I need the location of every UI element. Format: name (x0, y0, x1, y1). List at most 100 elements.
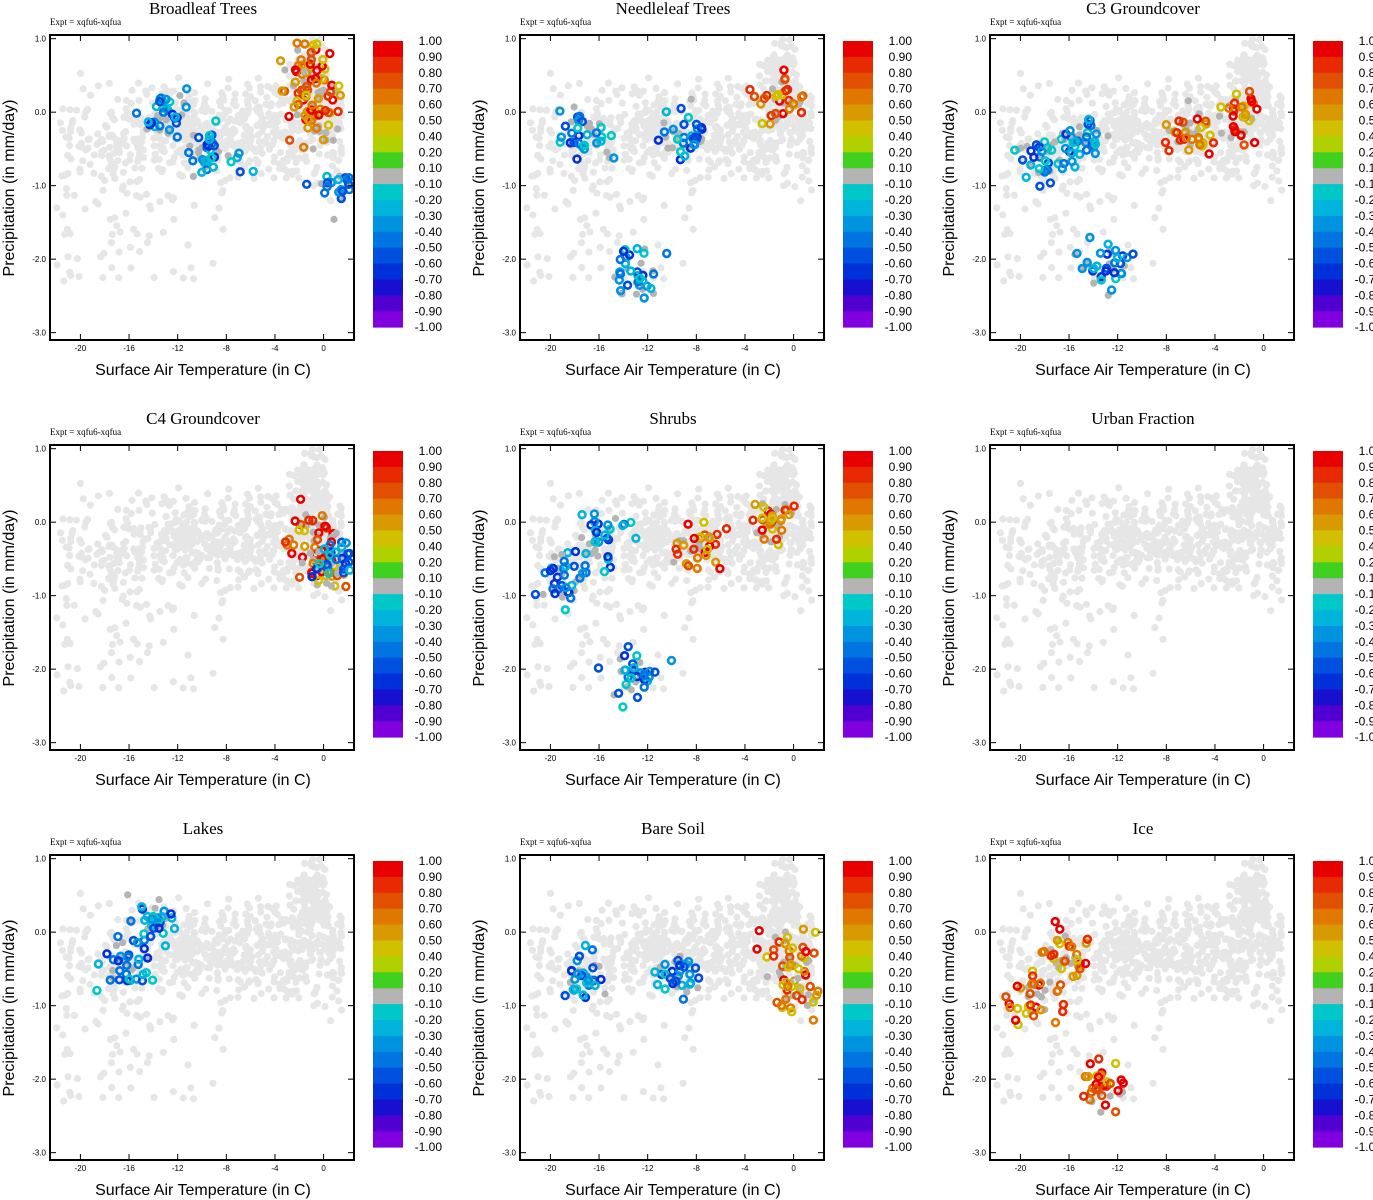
data-point (1025, 135, 1033, 143)
colorbar-swatch (1313, 263, 1343, 280)
data-point (753, 157, 761, 165)
data-point (67, 127, 75, 136)
data-point (1122, 84, 1130, 92)
colorbar-swatch (1313, 279, 1343, 296)
data-point (76, 578, 84, 586)
data-point (129, 635, 138, 643)
data-point (800, 149, 808, 157)
data-point (277, 86, 287, 96)
data-point (211, 527, 219, 536)
data-point (790, 121, 798, 129)
data-point (1050, 116, 1058, 124)
data-point (807, 102, 815, 110)
data-point (143, 117, 153, 127)
data-point (345, 565, 355, 575)
data-point (64, 579, 72, 588)
data-point (179, 684, 187, 692)
data-point (169, 268, 177, 276)
data-point (626, 128, 634, 136)
data-point (219, 635, 227, 643)
data-point (299, 142, 309, 153)
data-point (1129, 275, 1138, 283)
data-point (84, 554, 92, 562)
data-point (203, 123, 211, 131)
data-point (106, 155, 114, 164)
data-point (115, 559, 123, 567)
colorbar-swatch (843, 263, 873, 280)
data-point (1034, 164, 1045, 174)
data-point (735, 165, 743, 173)
colorbar-label: -0.40 (415, 225, 443, 239)
data-point (603, 178, 611, 186)
data-point (798, 572, 807, 580)
data-point (72, 516, 80, 524)
data-point (639, 552, 647, 560)
colorbar-swatch (373, 247, 403, 264)
data-point (672, 514, 680, 522)
data-point (270, 174, 278, 182)
data-point (198, 155, 208, 165)
x-axis-label: Surface Air Temperature (in C) (95, 362, 311, 379)
data-point (742, 538, 750, 546)
data-point (313, 94, 323, 104)
colorbar-swatch (373, 215, 403, 233)
x-tick-label: -4 (271, 344, 279, 353)
data-point (276, 149, 284, 157)
colorbar-label: 0.10 (889, 161, 913, 175)
colorbar-label: -0.90 (415, 714, 443, 728)
data-point (560, 151, 569, 159)
data-point (627, 145, 635, 153)
data-point (552, 518, 560, 526)
colorbar-swatch (843, 200, 873, 217)
data-point (318, 54, 328, 65)
data-point (793, 561, 802, 569)
data-point (626, 134, 634, 143)
data-point (145, 642, 153, 650)
data-point (270, 153, 279, 161)
data-point (711, 112, 719, 120)
data-point (1110, 215, 1118, 223)
data-point (234, 583, 242, 591)
data-point (748, 539, 757, 547)
data-point (1182, 90, 1190, 98)
data-point (327, 582, 335, 590)
colorbar-swatch (373, 200, 403, 217)
data-point (150, 684, 158, 692)
data-point (1016, 69, 1025, 77)
data-point (535, 552, 544, 560)
data-point (294, 127, 302, 135)
data-point (329, 136, 337, 144)
data-point (167, 520, 176, 528)
data-point (536, 268, 544, 276)
data-point (63, 601, 71, 609)
data-point (130, 135, 138, 143)
data-point (1223, 157, 1231, 165)
data-point (98, 546, 106, 554)
data-point (592, 209, 600, 217)
data-point (158, 168, 166, 176)
data-point (1055, 248, 1063, 256)
data-point (1047, 108, 1055, 116)
data-point (61, 230, 69, 238)
colorbar-label: -0.10 (1355, 177, 1373, 191)
data-point (618, 84, 626, 92)
data-point (169, 678, 177, 686)
data-point (1166, 174, 1174, 182)
colorbar-swatch (373, 184, 403, 201)
data-point (257, 498, 265, 506)
data-point (263, 93, 271, 101)
data-point (1155, 204, 1163, 212)
data-point (566, 253, 575, 261)
data-point (727, 170, 735, 178)
data-point (1183, 80, 1191, 88)
data-point (536, 230, 544, 238)
data-point (1165, 155, 1173, 163)
data-point (182, 130, 190, 138)
data-point (780, 74, 790, 85)
data-point (110, 526, 118, 534)
data-point (1267, 120, 1275, 128)
data-point (219, 225, 227, 233)
data-point (114, 95, 122, 104)
data-point (640, 541, 648, 549)
